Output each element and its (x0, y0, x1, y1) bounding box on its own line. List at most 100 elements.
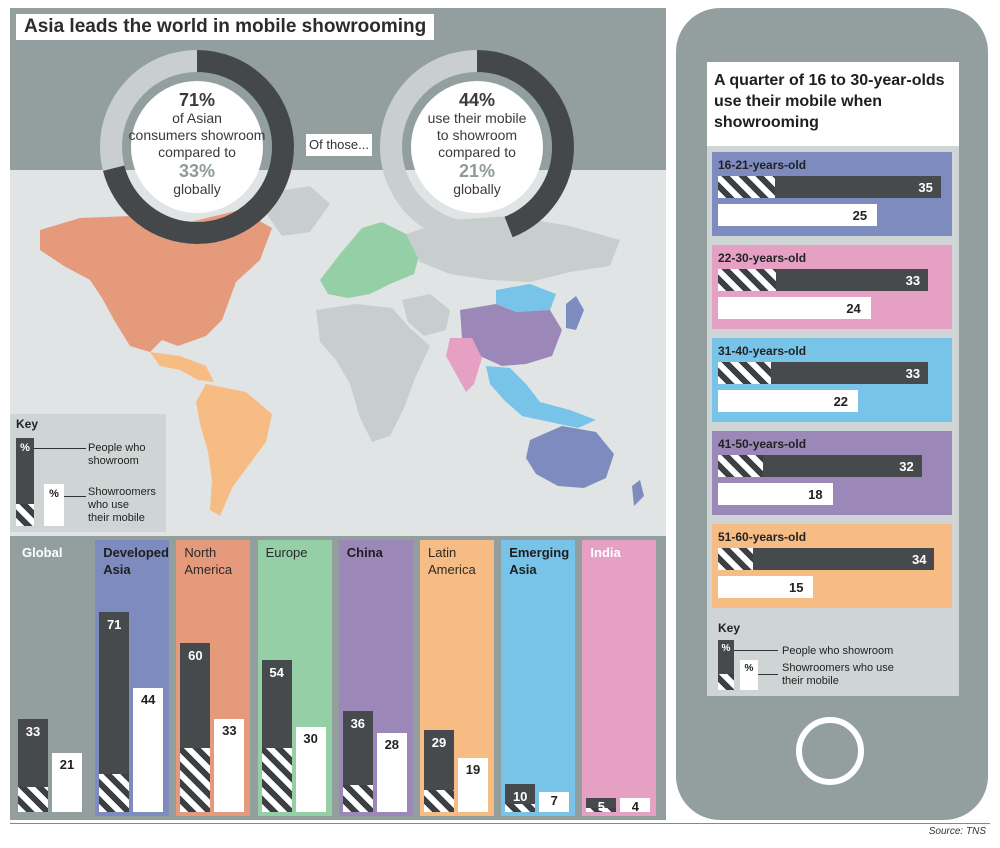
map-middle-east (402, 294, 450, 336)
key-left-dark-bar: % (16, 438, 34, 526)
bar-mobile-showroomers: 28 (376, 733, 407, 812)
map-south-america (196, 384, 272, 516)
source-note: Source: TNS (928, 826, 986, 837)
bar-mobile-showroomers: 19 (458, 758, 488, 812)
age-label: 51-60-years-old (718, 530, 807, 544)
map-india (446, 338, 482, 392)
age-bar-mobile-showroomers: 25 (718, 204, 878, 226)
region-label: Latin America (428, 545, 476, 577)
bar-hatch-mobile-share (342, 784, 373, 812)
age-bar-mobile-showroomers: 22 (718, 390, 859, 412)
bar-hatch-mobile-share (180, 747, 211, 812)
age-bar-hatch (718, 269, 776, 291)
age-bar-value: 25 (852, 208, 868, 223)
donut1-line-1: of Asian (172, 110, 222, 126)
age-bar-people-who-showroom: 35 (718, 176, 941, 198)
key-left-white-bar: % (44, 484, 64, 526)
key-right-line-2 (758, 674, 778, 675)
bar-value-label: 71 (106, 617, 122, 632)
age-bar-value: 34 (911, 552, 927, 567)
age-panel: 16-21-years-old 35 25 (712, 152, 952, 236)
key-right-dark-bar: % (718, 640, 734, 690)
bar-mobile-showroomers: 33 (214, 719, 245, 812)
age-label: 31-40-years-old (718, 344, 807, 358)
main-title: Asia leads the world in mobile showroomi… (16, 14, 435, 40)
key-left-users: Showroomers who use their mobile (88, 486, 156, 524)
donut1-center (131, 81, 263, 213)
age-label: 41-50-years-old (718, 437, 807, 451)
map-central-america (150, 352, 214, 382)
age-bar-value: 35 (918, 180, 933, 195)
key-left-line-2 (64, 496, 86, 497)
key-left-dark-pct: % (20, 442, 30, 454)
donut2-compare-value: 21% (458, 161, 496, 181)
donut2-tail: globally (453, 181, 501, 197)
bar-people-who-showroom: 36 (342, 710, 373, 812)
bar-people-who-showroom: 60 (180, 642, 211, 812)
donut1-line-2: consumers showroom (128, 127, 266, 143)
bar-people-who-showroom: 54 (261, 659, 292, 812)
region-label: India (590, 545, 621, 560)
bar-people-who-showroom: 29 (424, 730, 454, 812)
age-panel: 51-60-years-old 34 15 (712, 524, 952, 608)
bar-value-label: 60 (188, 647, 203, 663)
bar-value-label: 21 (59, 756, 75, 772)
donut1-line-3: compared to (158, 144, 236, 160)
bar-value-label: 28 (384, 737, 400, 753)
age-bar-hatch (718, 362, 771, 384)
age-bar-mobile-showroomers: 18 (718, 483, 833, 505)
donut-chart-mobile-showroom (380, 50, 574, 244)
map-new-zealand (632, 480, 644, 506)
age-bar-hatch (718, 455, 763, 477)
phone-title-box (707, 62, 959, 146)
age-panel: 41-50-years-old 32 18 (712, 431, 952, 515)
map-china (460, 304, 562, 366)
age-bar-hatch (718, 176, 775, 198)
region-panel-emerging_asia: Emerging Asia (501, 540, 576, 816)
bar-hatch-mobile-share (18, 786, 48, 812)
donut2-arc (380, 50, 574, 244)
age-bar-people-who-showroom: 34 (718, 548, 935, 570)
age-bar-value: 18 (808, 487, 823, 502)
donut1-arc (100, 50, 294, 244)
bar-mobile-showroomers: 30 (295, 727, 326, 812)
age-label: 22-30-years-old (718, 251, 807, 265)
of-those-label: Of those... (306, 134, 372, 156)
age-label: 16-21-years-old (718, 158, 807, 172)
bar-mobile-showroomers: 4 (620, 798, 651, 814)
bar-people-who-showroom: 33 (18, 719, 48, 812)
bar-value-label: 44 (140, 692, 156, 708)
bar-value-label: 4 (631, 799, 639, 814)
age-panel: 31-40-years-old 33 22 (712, 338, 952, 422)
key-right-white-bar: % (740, 660, 758, 690)
phone-title: A quarter of 16 to 30-year-olds use thei… (714, 72, 945, 131)
donut1-tail: globally (173, 181, 221, 197)
bar-mobile-showroomers: 21 (52, 752, 82, 812)
key-right: Key % % People who showroom Showroomers … (712, 618, 952, 694)
donut1-text: 71% of Asian consumers showroom compared… (116, 90, 278, 198)
key-right-dark-pct: % (721, 643, 731, 654)
bar-people-who-showroom: 71 (99, 612, 130, 812)
map-mongolia (496, 284, 556, 312)
region-label: Europe (265, 545, 308, 560)
donut2-line-2: to showroom (436, 127, 518, 143)
bar-hatch-mobile-share (261, 747, 292, 812)
region-label: Developed Asia (103, 545, 169, 577)
donut2-center (411, 81, 543, 213)
age-bar-mobile-showroomers: 15 (718, 576, 814, 598)
region-label: China (346, 545, 383, 560)
bar-value-label: 7 (550, 793, 558, 809)
phone-home-button (796, 717, 864, 785)
age-bar-people-who-showroom: 33 (718, 269, 929, 291)
key-left-white-pct: % (49, 488, 59, 500)
bar-value-label: 30 (303, 731, 318, 747)
bar-value-label: 33 (222, 723, 237, 739)
bar-mobile-showroomers: 7 (539, 792, 570, 812)
bar-value-label: 5 (597, 798, 605, 814)
key-right-users: Showroomers who use their mobile (782, 662, 894, 687)
key-left-people: People who showroom (88, 442, 146, 467)
age-bar-value: 33 (905, 273, 921, 288)
bar-value-label: 29 (431, 735, 447, 751)
bar-value-label: 19 (465, 762, 481, 778)
key-right-title: Key (718, 621, 741, 635)
